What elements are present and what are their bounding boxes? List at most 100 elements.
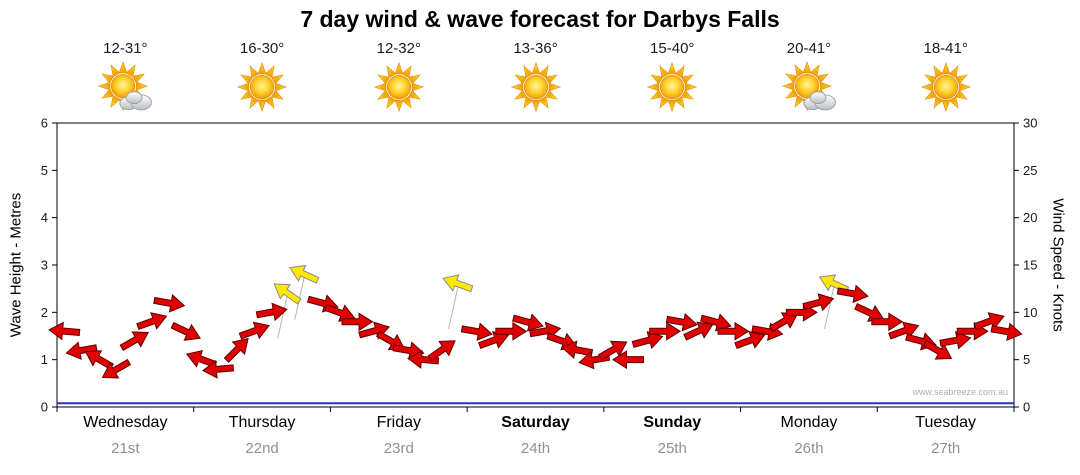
wind-arrow: [973, 312, 1005, 331]
day-column: 12-31°: [57, 40, 194, 116]
day-name: Thursday: [228, 414, 296, 431]
wind-arrow: [612, 350, 644, 370]
temp-range: 12-31°: [103, 40, 148, 57]
temp-range: 15-40°: [650, 40, 695, 57]
day-date: 24th: [520, 440, 551, 457]
day-name: Friday: [376, 414, 422, 431]
day-column: 18-41°: [877, 40, 1014, 116]
wind-arrow: [649, 321, 682, 341]
temp-range: 12-32°: [376, 40, 421, 57]
sun-icon: [237, 62, 287, 112]
wind-arrow: [65, 341, 98, 360]
day-column: 12-32°: [330, 40, 467, 116]
svg-text:5: 5: [1023, 352, 1030, 367]
left-axis-label: Wave Height - Metres: [7, 192, 25, 338]
wind-arrow: [153, 294, 186, 313]
wind-arrow: [683, 321, 714, 341]
sun-icon: [920, 62, 971, 112]
svg-text:25: 25: [1023, 163, 1037, 178]
wind-arrow: [273, 283, 302, 305]
wind-arrow: [734, 331, 766, 349]
sun-icon: [647, 62, 697, 112]
svg-text:10: 10: [1023, 305, 1037, 320]
wind-arrow: [460, 322, 493, 341]
day-column: 13-36°: [467, 40, 604, 116]
sun-cloud-icon: [782, 61, 836, 111]
temp-range: 13-36°: [513, 40, 558, 57]
svg-text:1: 1: [41, 352, 48, 367]
day-name: Sunday: [643, 414, 702, 431]
day-date: 25th: [657, 440, 687, 457]
day-dates-row: 21st 22nd 23rd 24th 25th 26th 27th: [57, 440, 1014, 457]
day-column: 20-41°: [741, 40, 878, 116]
day-name: Saturday: [501, 414, 570, 431]
sun-icon: [510, 62, 561, 112]
day-column: 16-30°: [194, 40, 331, 116]
wind-arrow: [990, 322, 1023, 341]
day-date: 21st: [111, 440, 140, 457]
wind-arrow: [119, 331, 150, 352]
wind-arrow: [442, 274, 474, 293]
wind-arrow: [84, 350, 115, 370]
plot-frame: [56, 122, 1015, 408]
wind-arrow: [631, 331, 664, 350]
x-axis-ticks: [56, 407, 1015, 412]
temp-range: 20-41°: [786, 40, 832, 57]
wind-arrow: [871, 312, 904, 332]
gust-stems: [277, 274, 836, 339]
wind-arrow: [185, 349, 218, 368]
svg-text:30: 30: [1023, 116, 1037, 131]
svg-text:0: 0: [41, 400, 48, 415]
svg-text:3: 3: [41, 258, 48, 273]
wind-arrow: [665, 312, 698, 332]
wind-arrow: [768, 312, 799, 333]
temp-range: 18-41°: [923, 40, 968, 57]
wind-arrow: [170, 321, 201, 341]
day-name: Tuesday: [915, 414, 977, 431]
temp-range: 16-30°: [239, 40, 285, 57]
day-name: Wednesday: [83, 414, 168, 431]
wind-arrow: [255, 302, 288, 322]
day-date: 23rd: [383, 440, 414, 457]
wind-arrow: [238, 321, 270, 340]
day-name: Monday: [780, 414, 838, 431]
day-headers-row: 12-31° 16-30° 12-32° 13-36° 15-40° 20-41…: [57, 40, 1014, 116]
wind-arrows-layer: [48, 264, 1023, 379]
wind-arrow: [802, 293, 835, 312]
watermark: www.seabreeze.com.au: [911, 387, 1008, 397]
wind-arrow: [939, 331, 972, 350]
wind-arrow: [717, 321, 750, 341]
svg-text:0: 0: [1023, 400, 1030, 415]
page-title: 7 day wind & wave forecast for Darbys Fa…: [300, 6, 780, 32]
wind-arrow: [48, 321, 81, 341]
svg-text:4: 4: [41, 210, 48, 225]
wind-arrow: [427, 340, 456, 362]
svg-text:20: 20: [1023, 210, 1037, 225]
svg-text:2: 2: [41, 305, 48, 320]
right-axis-label: Wind Speed - Knots: [1049, 198, 1067, 332]
sun-icon: [374, 62, 424, 112]
wind-arrow: [495, 321, 528, 341]
svg-text:6: 6: [41, 116, 48, 131]
day-date: 26th: [794, 440, 824, 457]
wind-arrow: [201, 359, 235, 379]
right-axis-ticks: 0 5 10 15 20 25 30: [1014, 116, 1037, 415]
svg-text:15: 15: [1023, 258, 1037, 273]
svg-text:5: 5: [41, 163, 48, 178]
wind-arrow: [341, 312, 374, 332]
left-axis-ticks: 0 1 2 3 4 5 6: [41, 116, 57, 415]
day-date: 27th: [931, 440, 961, 457]
wind-arrow: [223, 337, 249, 363]
day-names-row: Wednesday Thursday Friday Saturday Sunda…: [57, 414, 1014, 432]
day-column: 15-40°: [604, 40, 741, 116]
wind-arrow: [288, 264, 320, 284]
day-date: 22nd: [245, 440, 279, 457]
wind-arrow: [561, 340, 594, 360]
wind-arrow: [136, 312, 168, 331]
forecast-chart: 0 1 2 3 4 5 6 0 5 10 15 20 25 30 www.seabreeze.com.au: [41, 116, 1038, 415]
sun-cloud-icon: [98, 61, 153, 111]
wind-arrow: [512, 313, 544, 332]
wind-arrow: [101, 358, 132, 379]
wind-arrow: [477, 331, 510, 349]
wind-arrow: [836, 284, 869, 304]
